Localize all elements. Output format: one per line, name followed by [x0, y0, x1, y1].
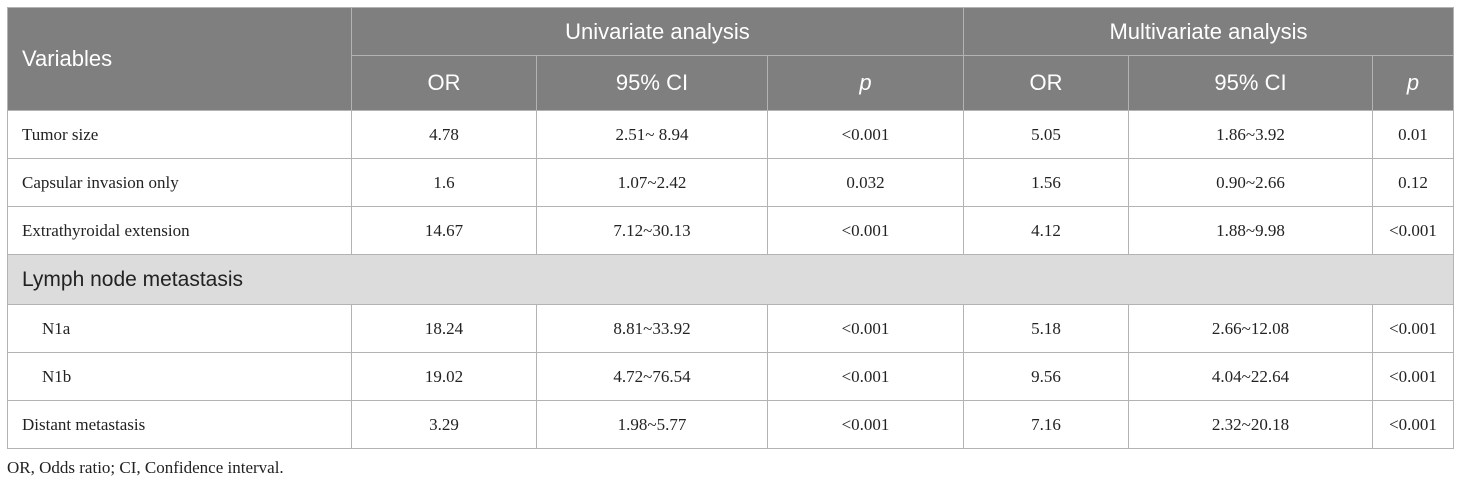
multivariate-or-cell: 9.56	[963, 352, 1129, 401]
multivariate-ci-cell: 4.04~22.64	[1128, 352, 1373, 401]
univariate-p-cell: <0.001	[767, 110, 964, 159]
multivariate-or-header: OR	[963, 55, 1129, 111]
univariate-ci-cell: 1.98~5.77	[536, 400, 768, 449]
multivariate-p-cell: <0.001	[1371, 352, 1455, 401]
row-label: Distant metastasis	[7, 400, 352, 449]
univariate-p-cell: <0.001	[767, 206, 964, 255]
table-row: Capsular invasion only 1.6 1.07~2.42 0.0…	[7, 158, 1455, 207]
univariate-ci-cell: 4.72~76.54	[536, 352, 768, 401]
section-label: Lymph node metastasis	[6, 254, 1455, 305]
header-row-2: OR 95% CI p OR 95% CI p	[8, 55, 1455, 111]
multivariate-or-cell: 5.18	[963, 304, 1129, 353]
univariate-or-cell: 1.6	[351, 158, 537, 207]
row-label: N1a	[7, 304, 352, 353]
analysis-table: Variables Univariate analysis Multivaria…	[6, 7, 1455, 449]
row-label: Extrathyroidal extension	[7, 206, 352, 255]
univariate-header: Univariate analysis	[351, 7, 964, 56]
table-row: N1a 18.24 8.81~33.92 <0.001 5.18 2.66~12…	[7, 304, 1455, 353]
table-row: N1b 19.02 4.72~76.54 <0.001 9.56 4.04~22…	[7, 352, 1455, 401]
univariate-ci-cell: 7.12~30.13	[536, 206, 768, 255]
variables-header: Variables	[7, 7, 352, 111]
univariate-or-cell: 14.67	[351, 206, 537, 255]
multivariate-or-cell: 7.16	[963, 400, 1129, 449]
multivariate-p-cell: <0.001	[1371, 304, 1455, 353]
univariate-ci-cell: 1.07~2.42	[536, 158, 768, 207]
univariate-ci-cell: 2.51~ 8.94	[536, 110, 768, 159]
multivariate-ci-cell: 1.86~3.92	[1128, 110, 1373, 159]
univariate-p-cell: 0.032	[767, 158, 964, 207]
row-label: Tumor size	[7, 110, 352, 159]
multivariate-p-cell: 0.01	[1371, 110, 1455, 159]
row-label: Capsular invasion only	[7, 158, 352, 207]
section-row: Lymph node metastasis	[6, 254, 1455, 305]
multivariate-ci-cell: 2.32~20.18	[1128, 400, 1373, 449]
univariate-or-cell: 3.29	[351, 400, 537, 449]
univariate-p-cell: <0.001	[767, 304, 964, 353]
table-row: Extrathyroidal extension 14.67 7.12~30.1…	[7, 206, 1455, 255]
multivariate-or-cell: 1.56	[963, 158, 1129, 207]
table-container: Variables Univariate analysis Multivaria…	[6, 7, 1455, 449]
multivariate-ci-header: 95% CI	[1128, 55, 1373, 111]
header-row-1: Variables Univariate analysis Multivaria…	[7, 7, 1455, 111]
multivariate-ci-cell: 2.66~12.08	[1128, 304, 1373, 353]
univariate-p-header: p	[767, 55, 964, 111]
row-label: N1b	[7, 352, 352, 401]
univariate-or-header: OR	[351, 55, 537, 111]
univariate-ci-header: 95% CI	[536, 55, 768, 111]
table-row: Tumor size 4.78 2.51~ 8.94 <0.001 5.05 1…	[7, 110, 1455, 159]
multivariate-p-header: p	[1371, 55, 1455, 111]
multivariate-p-cell: 0.12	[1371, 158, 1455, 207]
table-row: Distant metastasis 3.29 1.98~5.77 <0.001…	[7, 400, 1455, 449]
multivariate-p-cell: <0.001	[1371, 400, 1455, 449]
multivariate-or-cell: 4.12	[963, 206, 1129, 255]
univariate-or-cell: 4.78	[351, 110, 537, 159]
univariate-or-cell: 19.02	[351, 352, 537, 401]
table-footnote: OR, Odds ratio; CI, Confidence interval.	[7, 458, 284, 477]
univariate-or-cell: 18.24	[351, 304, 537, 353]
multivariate-ci-cell: 1.88~9.98	[1128, 206, 1373, 255]
multivariate-or-cell: 5.05	[963, 110, 1129, 159]
univariate-p-cell: <0.001	[767, 400, 964, 449]
univariate-ci-cell: 8.81~33.92	[536, 304, 768, 353]
multivariate-ci-cell: 0.90~2.66	[1128, 158, 1373, 207]
multivariate-header: Multivariate analysis	[962, 7, 1455, 56]
univariate-p-cell: <0.001	[767, 352, 964, 401]
multivariate-p-cell: <0.001	[1371, 206, 1455, 255]
